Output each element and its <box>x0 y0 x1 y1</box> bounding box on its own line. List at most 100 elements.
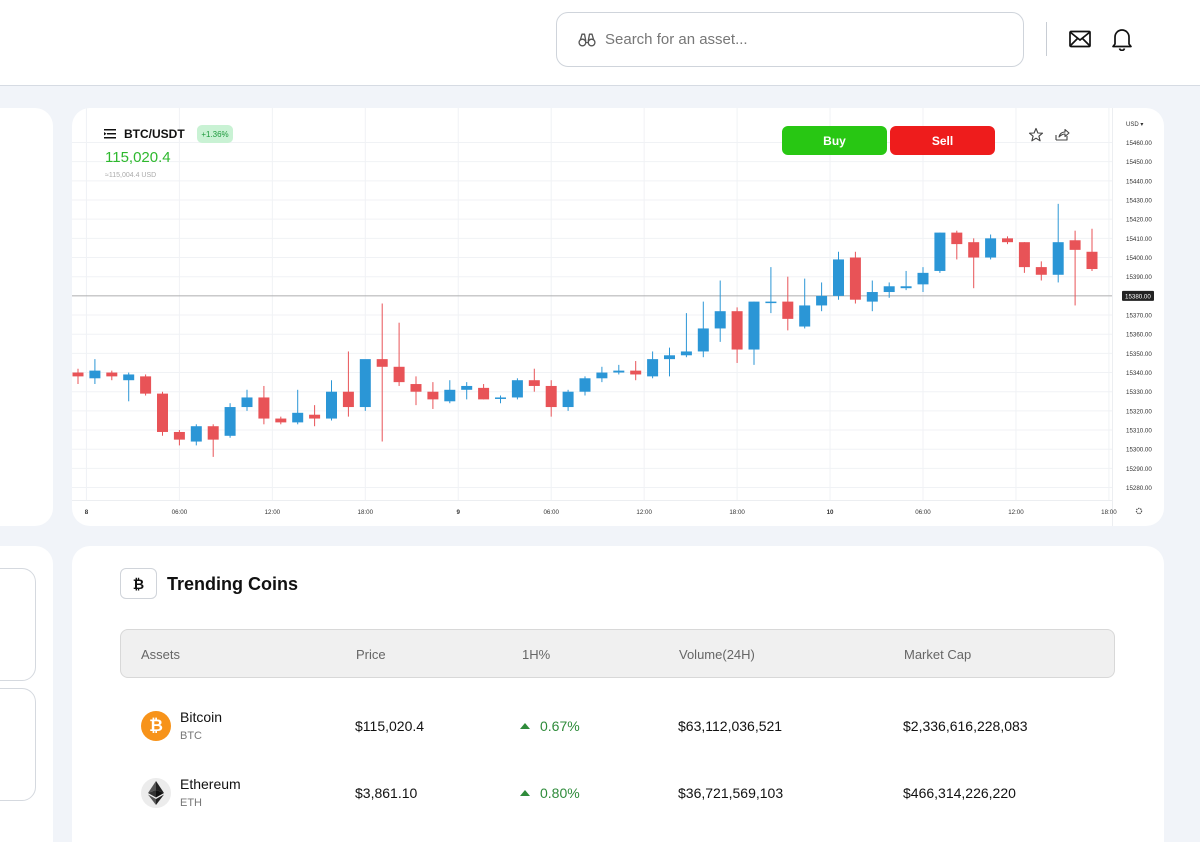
y-tick-label: 15290.00 <box>1126 466 1152 473</box>
y-tick-label: 15330.00 <box>1126 389 1152 396</box>
ethereum-icon <box>141 778 171 808</box>
table-row[interactable]: Ethereum ETH $3,861.10 0.80% $36,721,569… <box>120 768 1115 828</box>
candle-body <box>1069 240 1081 250</box>
bitcoin-symbol-icon: ₿ <box>120 568 157 599</box>
notifications-button[interactable] <box>1109 26 1135 52</box>
x-tick-label: 10 <box>827 509 834 516</box>
x-tick-label: 9 <box>457 509 461 516</box>
settings-gear-icon[interactable] <box>1135 507 1143 515</box>
candle-body <box>207 426 219 440</box>
trading-pair[interactable]: BTC/USDT <box>104 127 185 141</box>
candle-body <box>562 391 574 408</box>
x-tick-label: 8 <box>85 509 89 516</box>
candle-body <box>511 380 523 398</box>
candle-body <box>495 397 506 399</box>
column-header-assets[interactable]: Assets <box>141 647 181 662</box>
header-divider <box>1046 22 1047 56</box>
y-tick-label: 15300.00 <box>1126 447 1152 454</box>
candle-body <box>241 397 253 408</box>
candle-body <box>579 378 591 392</box>
candle-body <box>410 384 422 392</box>
y-tick-label: 15420.00 <box>1126 217 1152 224</box>
candle-body <box>934 232 946 271</box>
usd-equivalent: ≈115,004.4 USD <box>105 172 157 179</box>
candle-body <box>900 286 912 289</box>
mail-icon <box>1069 30 1091 48</box>
candle-body <box>714 311 726 329</box>
candle-body <box>782 301 794 319</box>
candle-body <box>157 393 168 432</box>
y-tick-label: 15450.00 <box>1126 159 1152 166</box>
table-row[interactable]: ₿ Bitcoin BTC $115,020.4 0.67% $63,112,0… <box>120 701 1115 761</box>
candle-body <box>545 385 557 408</box>
left-list-panel <box>0 546 53 842</box>
candle-body <box>985 238 997 258</box>
candle-body <box>275 418 287 423</box>
candle-body <box>359 359 371 408</box>
up-arrow-icon <box>520 723 530 729</box>
y-tick-label: 15280.00 <box>1126 485 1152 492</box>
search-input[interactable] <box>605 31 985 48</box>
current-price-label: 15380.00 <box>1125 293 1151 300</box>
sell-button[interactable]: Sell <box>890 126 995 155</box>
candle-body <box>461 385 473 390</box>
coin-volume: $63,112,036,521 <box>678 718 783 734</box>
star-icon[interactable] <box>1028 127 1044 143</box>
coin-volume: $36,721,569,103 <box>678 785 784 801</box>
y-tick-label: 15440.00 <box>1126 178 1152 185</box>
coin-symbol: ETH <box>180 797 202 809</box>
column-header-volume[interactable]: Volume(24H) <box>679 647 755 662</box>
candle-body <box>173 431 185 440</box>
y-tick-label: 15320.00 <box>1126 408 1152 415</box>
pair-label: BTC/USDT <box>124 127 185 141</box>
column-header-1h[interactable]: 1H% <box>522 647 551 662</box>
y-tick-label: 15350.00 <box>1126 351 1152 358</box>
change-badge: +1.36% <box>197 125 233 143</box>
candle-body <box>1018 242 1030 268</box>
candle-body <box>1035 267 1047 275</box>
coin-price: $115,020.4 <box>355 718 425 734</box>
candle-body <box>816 295 828 306</box>
currency-label: USD ▾ <box>1126 122 1143 128</box>
x-tick-label: 06:00 <box>543 509 559 516</box>
candle-body <box>72 372 84 377</box>
coin-change: 0.67% <box>520 718 580 734</box>
candlestick-chart[interactable]: 15280.00 15290.00 15300.00 15310.00 15320.00… <box>72 108 1164 526</box>
candle-body <box>1086 251 1098 270</box>
candle-body <box>326 391 337 419</box>
candle-body <box>444 389 456 402</box>
coin-name: Bitcoin <box>180 709 223 725</box>
left-sidebar-panel <box>0 108 53 526</box>
price-chart-panel: 15280.00 15290.00 15300.00 15310.00 15320.00… <box>72 108 1164 526</box>
y-tick-label: 15410.00 <box>1126 236 1152 243</box>
buy-button[interactable]: Buy <box>782 126 887 155</box>
search-box[interactable] <box>556 12 1024 67</box>
left-card[interactable] <box>0 688 36 801</box>
column-header-price[interactable]: Price <box>356 647 386 662</box>
share-icon[interactable] <box>1054 127 1070 143</box>
candle-body <box>190 426 202 442</box>
candle-body <box>613 370 625 373</box>
candle-body <box>883 286 895 293</box>
candle-body <box>968 242 980 258</box>
left-card[interactable] <box>0 568 36 681</box>
candle-body <box>866 292 878 302</box>
mail-button[interactable] <box>1067 26 1093 52</box>
candle-body <box>799 305 811 327</box>
candle-body <box>1002 238 1013 243</box>
up-arrow-icon <box>520 790 530 796</box>
y-tick-label: 15360.00 <box>1126 332 1152 339</box>
trending-title: Trending Coins <box>167 574 299 594</box>
candle-body <box>123 374 135 381</box>
candle-body <box>951 232 963 245</box>
candle-body <box>140 376 152 394</box>
change-value: 0.67% <box>540 718 580 734</box>
y-tick-label: 15370.00 <box>1126 313 1152 320</box>
column-header-market-cap[interactable]: Market Cap <box>904 647 972 662</box>
candle-body <box>630 370 642 375</box>
candle-body <box>393 366 405 383</box>
x-tick-label: 12:00 <box>265 509 281 516</box>
candle-body <box>849 257 861 300</box>
x-tick-label: 18:00 <box>729 509 745 516</box>
candle-body <box>309 414 321 419</box>
